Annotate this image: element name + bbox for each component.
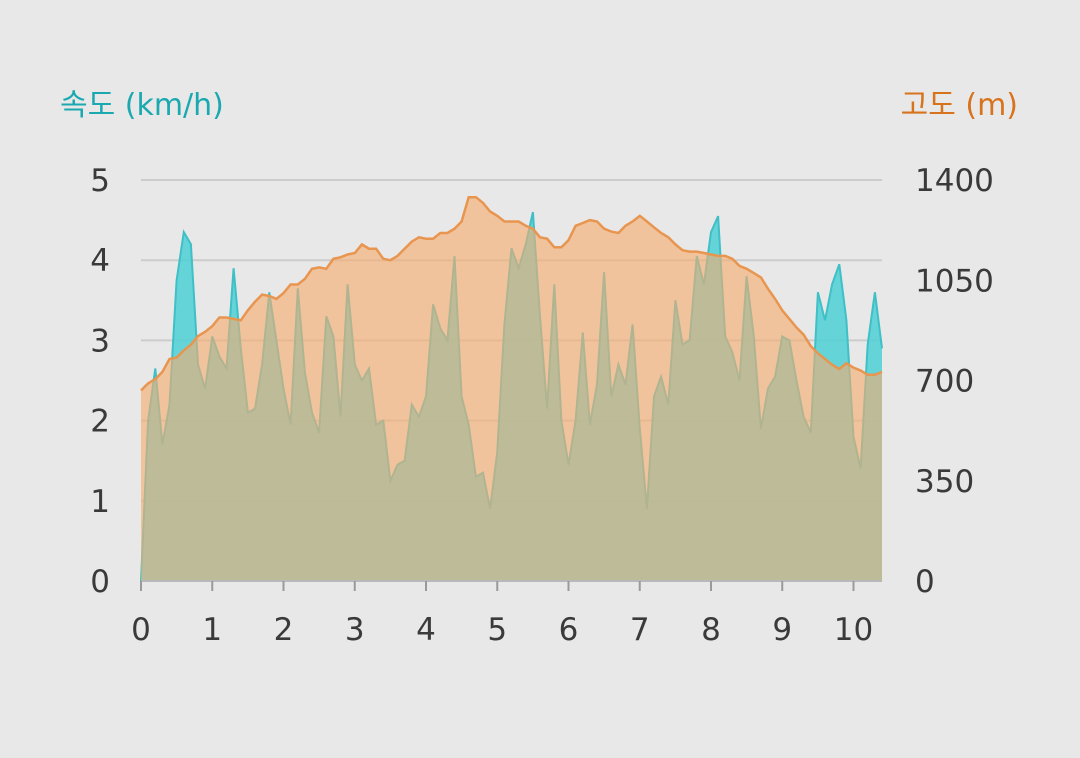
left-tick-label: 3: [90, 323, 110, 359]
right-tick-label: 350: [915, 464, 974, 500]
right-tick-label: 0: [915, 564, 935, 600]
x-axis-ticks: 0 1 2 3 4 5 6 7 8 9 10: [131, 581, 873, 648]
left-tick-label: 5: [90, 163, 110, 199]
right-axis-title: 고도 (m): [901, 88, 1018, 123]
x-tick-label: 6: [559, 612, 579, 648]
x-tick-label: 4: [416, 612, 436, 648]
x-tick-label: 2: [274, 612, 294, 648]
x-tick-label: 8: [701, 612, 721, 648]
x-tick-label: 9: [772, 612, 792, 648]
left-tick-label: 4: [90, 243, 110, 279]
x-tick-label: 0: [131, 612, 151, 648]
x-tick-label: 3: [345, 612, 365, 648]
right-axis-ticks: 0 350 700 1050 1400: [915, 163, 994, 600]
plot-areas: [140, 195, 883, 582]
right-tick-label: 700: [915, 364, 974, 400]
x-tick-label: 5: [487, 612, 507, 648]
right-tick-label: 1050: [915, 263, 994, 299]
x-tick-label: 1: [202, 612, 222, 648]
left-axis-title: 속도 (km/h): [60, 88, 224, 123]
left-axis-ticks: 0 1 2 3 4 5: [90, 163, 110, 600]
left-tick-label: 1: [90, 484, 110, 520]
series-elevation-line: [140, 195, 883, 392]
x-tick-label: 10: [834, 612, 873, 648]
right-tick-label: 1400: [915, 163, 994, 199]
left-tick-label: 2: [90, 404, 110, 440]
left-tick-label: 0: [90, 564, 110, 600]
x-tick-label: 7: [630, 612, 650, 648]
series-elevation-area: [141, 197, 882, 581]
